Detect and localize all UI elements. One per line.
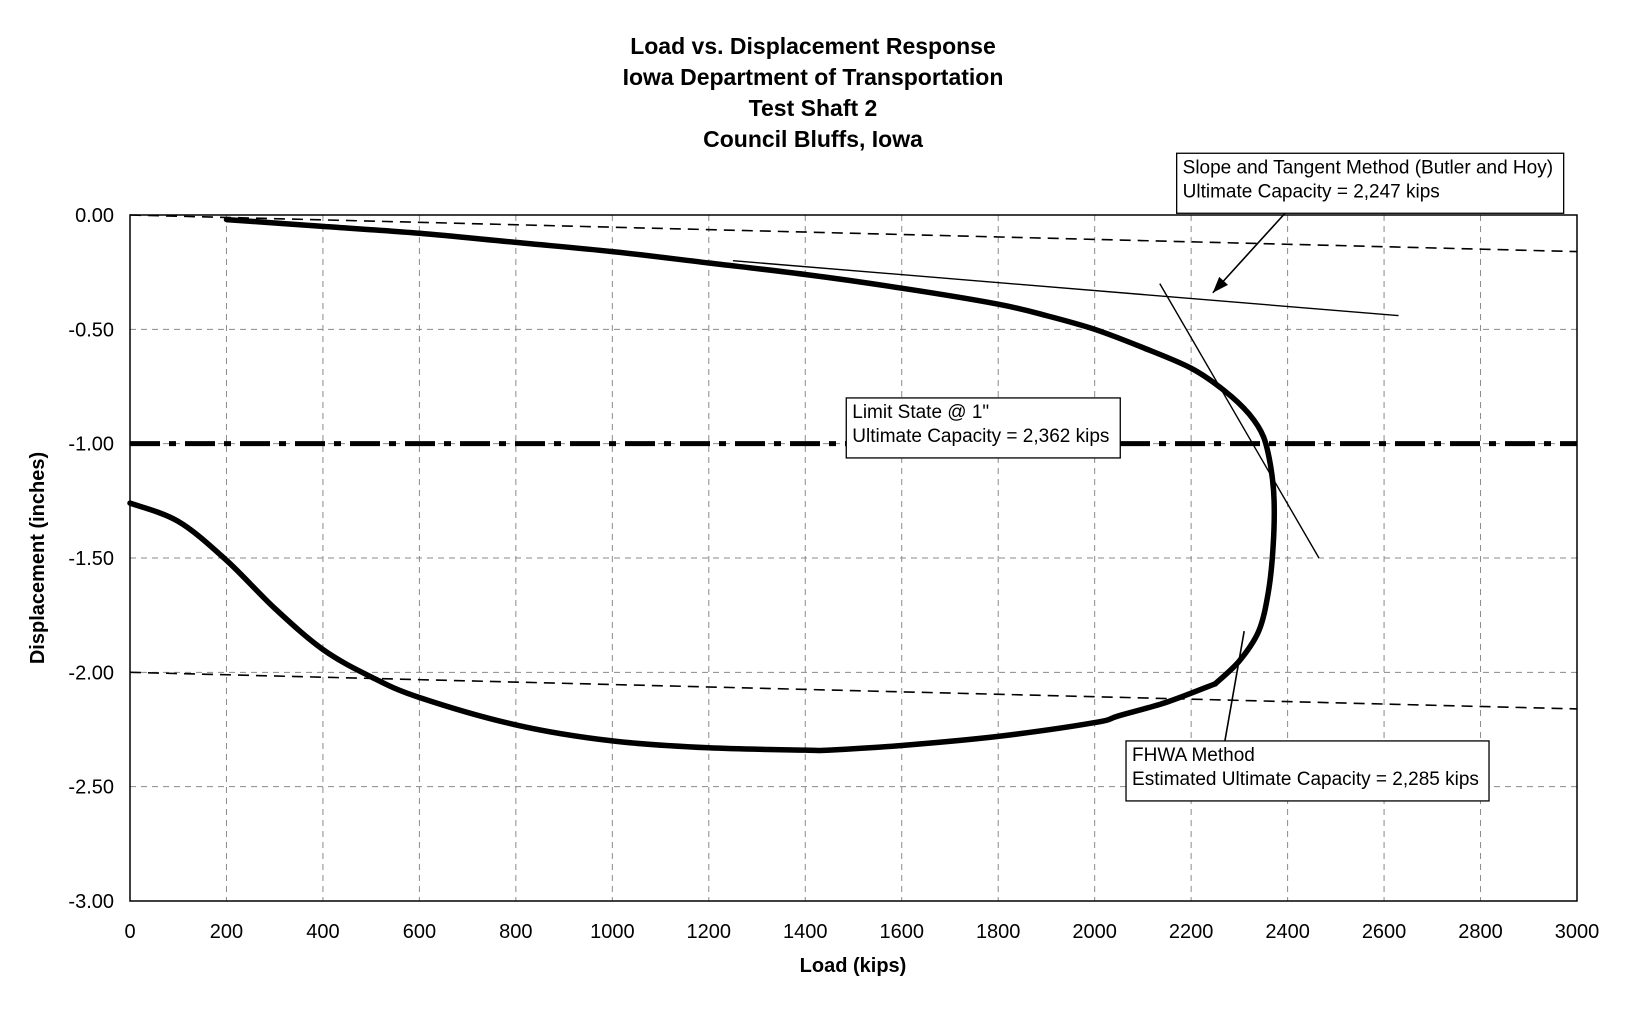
initial-slope-tangent (732, 260, 1399, 317)
x-axis-ticks: 0 200 400 600 800 1000 1200 1400 1600 1800 2000 220… (124, 921, 1599, 943)
load-displacement-unloading (127, 500, 1219, 754)
x-tick-label: 400 (306, 921, 339, 943)
annotation-arrowhead (1212, 276, 1228, 293)
y-tick-label: -2.50 (68, 777, 114, 799)
fhwa-offset-line-upper (129, 214, 1578, 253)
data-curves (127, 216, 1278, 754)
annotation-text: Limit State @ 1" (852, 402, 989, 423)
reference-lines (129, 214, 1578, 710)
x-tick-label: 2800 (1458, 921, 1503, 943)
plot-area-frame (129, 214, 1578, 902)
x-tick-label: 600 (403, 921, 436, 943)
title-line-3: Test Shaft 2 (749, 95, 878, 121)
annotation-text: Ultimate Capacity = 2,247 kips (1183, 181, 1440, 202)
x-tick-label: 1200 (687, 921, 732, 943)
x-tick-label: 3000 (1555, 921, 1600, 943)
x-tick-label: 800 (499, 921, 532, 943)
x-tick-label: 2000 (1072, 921, 1117, 943)
annotations: Slope and Tangent Method (Butler and Hoy… (845, 152, 1565, 802)
x-tick-label: 1600 (879, 921, 924, 943)
annotation-text: FHWA Method (1132, 745, 1255, 766)
annotation-text: Slope and Tangent Method (Butler and Hoy… (1183, 157, 1553, 178)
annotation-box (845, 397, 1121, 459)
annotation-box (1176, 152, 1565, 214)
x-tick-label: 1800 (976, 921, 1021, 943)
annotation-box (1125, 740, 1490, 802)
x-tick-label: 2600 (1362, 921, 1407, 943)
annotation-1: Slope and Tangent Method (Butler and Hoy… (1176, 152, 1565, 294)
fhwa-offset-line-lower (129, 671, 1578, 710)
annotation-text: Ultimate Capacity = 2,362 kips (852, 426, 1109, 447)
x-tick-label: 200 (210, 921, 243, 943)
y-tick-label: -0.50 (68, 319, 114, 341)
load-displacement-loading (223, 216, 1278, 687)
annotation-2: Limit State @ 1" Ultimate Capacity = 2,36… (845, 397, 1121, 459)
x-tick-label: 0 (124, 921, 135, 943)
x-axis-label: Load (kips) (800, 955, 907, 977)
title-line-4: Council Bluffs, Iowa (703, 126, 923, 152)
annotation-text: Estimated Ultimate Capacity = 2,285 kips (1132, 769, 1479, 790)
y-axis-label: Displacement (inches) (27, 452, 49, 664)
annotation-pointer (1224, 631, 1245, 742)
title-line-2: Iowa Department of Transportation (623, 64, 1004, 90)
annotation-arrow (1212, 212, 1286, 294)
y-tick-label: -1.50 (68, 548, 114, 570)
y-axis-ticks: 0.00 -0.50 -1.00 -1.50 -2.00 -2.50 -3.00 (68, 205, 114, 913)
y-tick-label: -3.00 (68, 891, 114, 913)
y-tick-label: -2.00 (68, 662, 114, 684)
terminal-slope-tangent (1159, 283, 1320, 559)
title-line-1: Load vs. Displacement Response (630, 33, 996, 59)
x-tick-label: 2200 (1169, 921, 1214, 943)
x-tick-label: 1000 (590, 921, 635, 943)
x-tick-label: 1400 (783, 921, 828, 943)
chart-title: Load vs. Displacement Response Iowa Depa… (623, 33, 1004, 152)
x-tick-label: 2400 (1265, 921, 1310, 943)
annotation-3: FHWA Method Estimated Ultimate Capacity =… (1125, 631, 1490, 802)
y-tick-label: -1.00 (68, 434, 114, 456)
y-tick-label: 0.00 (75, 205, 114, 227)
